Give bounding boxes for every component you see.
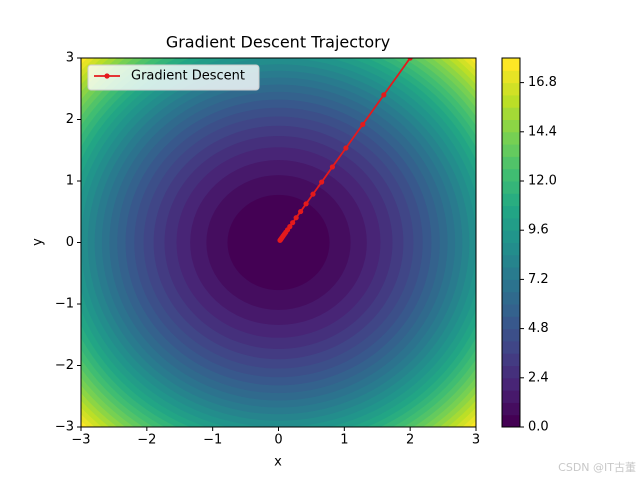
colorbar-band	[502, 205, 520, 219]
colorbar-band	[502, 353, 520, 366]
colorbar-band	[502, 267, 520, 280]
colorbar-band	[502, 156, 520, 170]
colorbar-band	[502, 58, 520, 71]
x-tick-label: −1	[203, 433, 222, 448]
chart-title: Gradient Descent Trajectory	[166, 33, 390, 52]
x-tick-label: 3	[472, 433, 480, 448]
colorbar-band	[502, 242, 520, 256]
colorbar-tick-label: 2.4	[528, 370, 549, 385]
x-tick-label: 2	[406, 433, 414, 448]
x-tick-label: −2	[137, 433, 156, 448]
colorbar-band	[502, 279, 520, 293]
y-tick-label: 0	[66, 235, 74, 250]
colorbar-tick-label: 9.6	[528, 223, 549, 238]
colorbar-band	[502, 119, 520, 133]
trajectory-point	[360, 121, 366, 128]
colorbar-tick-label: 7.2	[528, 272, 549, 287]
colorbar-tick-label: 4.8	[528, 321, 549, 336]
colorbar-band	[502, 304, 520, 317]
y-tick-label: 2	[66, 112, 74, 127]
colorbar-band	[502, 144, 520, 157]
plot-area	[81, 58, 476, 427]
colorbar-tick-label: 14.4	[528, 124, 557, 139]
trajectory-point	[310, 191, 316, 197]
colorbar-band	[502, 254, 520, 268]
x-tick-label: 0	[274, 433, 282, 448]
trajectory-point	[293, 215, 299, 221]
trajectory-point	[277, 237, 283, 243]
x-tick-label: 1	[340, 433, 348, 448]
x-tick-label: −3	[71, 433, 90, 448]
colorbar-band	[502, 70, 520, 84]
colorbar-band	[502, 82, 520, 96]
colorbar-band	[502, 168, 520, 182]
colorbar-band	[502, 402, 520, 416]
colorbar-band	[502, 230, 520, 243]
colorbar-band	[502, 377, 520, 391]
colorbar-band	[502, 193, 520, 207]
trajectory-point	[329, 164, 336, 170]
colorbar-band	[502, 291, 520, 305]
y-axis-label: y	[31, 238, 46, 246]
trajectory-point	[407, 58, 413, 61]
trajectory-point	[298, 208, 304, 215]
colorbar-band	[502, 181, 520, 194]
colorbar-band	[502, 131, 520, 145]
trajectory-point	[343, 145, 349, 151]
colorbar-tick-label: 12.0	[528, 174, 557, 189]
trajectory-point	[381, 92, 387, 98]
y-tick-label: −2	[55, 358, 74, 373]
colorbar-band	[502, 107, 520, 120]
y-tick-label: 3	[66, 51, 74, 66]
colorbar-band	[502, 316, 520, 330]
trajectory-point	[290, 220, 296, 226]
y-tick-label: −3	[55, 420, 74, 435]
watermark: CSDN @IT古董	[558, 461, 636, 474]
legend-label: Gradient Descent	[131, 69, 245, 84]
colorbar-band	[502, 365, 520, 379]
trajectory-point	[319, 179, 325, 185]
y-tick-label: 1	[66, 174, 74, 189]
colorbar-tick-label: 16.8	[528, 75, 557, 90]
colorbar-band	[502, 328, 520, 342]
contour-band	[227, 194, 330, 291]
legend: Gradient Descent	[87, 64, 260, 91]
colorbar-tick-label: 0.0	[528, 420, 549, 435]
x-axis-label: x	[274, 455, 282, 470]
colorbar-band	[502, 340, 520, 354]
y-tick-label: −1	[55, 297, 74, 312]
colorbar-band	[502, 390, 520, 403]
colorbar-band	[502, 94, 520, 108]
legend-marker	[104, 73, 110, 79]
colorbar-frame	[501, 57, 521, 428]
trajectory-point	[303, 201, 309, 207]
legend-box	[87, 64, 260, 91]
colorbar-band	[502, 217, 520, 231]
colorbar-band	[502, 414, 520, 428]
